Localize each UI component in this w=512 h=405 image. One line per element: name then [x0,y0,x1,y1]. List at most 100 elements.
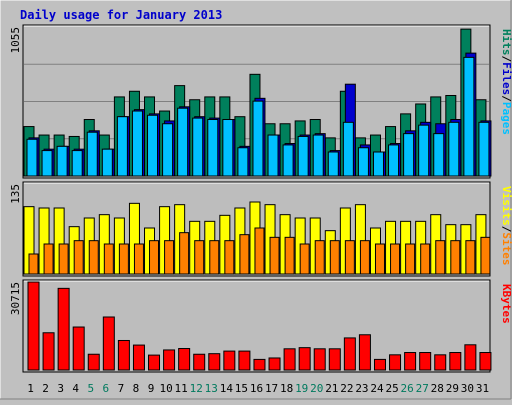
legend-separator: / [500,95,512,102]
day-label-15: 15 [235,382,248,395]
legend-files: Files [500,62,512,95]
bar-kbytes-day-26 [404,352,417,371]
series-pages [26,56,490,177]
bar-sites-day-10 [164,240,175,275]
bar-pages-day-27 [418,124,430,177]
bar-sites-day-13 [209,240,220,275]
bar-sites-day-19 [299,243,310,275]
bar-pages-day-29 [448,121,460,177]
panel-visits-sites: 135 Visits/Sites [9,181,512,277]
day-label-12: 12 [190,382,203,395]
bar-kbytes-day-11 [178,348,191,371]
day-labels: 1 2 3 4 5 6 7 8 9 10 11 12 13 14 15 16 17 18 19 20 21 22 23 24 2… [27,382,489,395]
bar-pages-day-25 [388,144,400,177]
bar-kbytes-day-23 [358,334,371,371]
bar-pages-day-20 [312,134,324,177]
y-max-label: 30715 [9,282,22,315]
y-max-label: 1055 [9,27,22,54]
bar-sites-day-25 [390,243,401,275]
bar-pages-day-7 [116,116,128,177]
bar-pages-day-9 [147,114,159,177]
bar-kbytes-day-3 [57,287,70,371]
day-label-22: 22 [340,382,353,395]
day-label-13: 13 [205,382,218,395]
bar-sites-day-20 [314,240,325,275]
bar-pages-day-24 [372,151,384,177]
day-label-5: 5 [87,382,94,395]
series-kbytes [27,281,492,371]
day-label-23: 23 [355,382,368,395]
bar-sites-day-31 [480,236,491,275]
bar-sites-day-23 [359,240,370,275]
bar-sites-day-14 [224,240,235,275]
bar-pages-day-22 [342,121,354,177]
series-legend: Visits/Sites [500,186,512,266]
day-label-3: 3 [57,382,64,395]
day-label-20: 20 [310,382,323,395]
bar-pages-day-8 [131,110,143,177]
bar-kbytes-day-6 [102,316,115,371]
bar-kbytes-day-8 [132,344,145,371]
bar-sites-day-5 [88,240,99,275]
bar-pages-day-12 [192,117,204,177]
bar-pages-day-14 [222,119,234,177]
legend-separator: / [500,226,512,233]
bar-kbytes-day-17 [268,357,281,371]
bar-pages-day-10 [162,123,174,177]
day-label-11: 11 [175,382,188,395]
bar-sites-day-28 [435,240,446,275]
day-label-14: 14 [220,382,234,395]
day-label-26: 26 [401,382,414,395]
day-label-31: 31 [476,382,489,395]
bar-sites-day-17 [269,236,280,275]
bar-kbytes-day-30 [464,344,477,371]
bar-kbytes-day-24 [373,358,386,371]
bar-pages-day-4 [71,150,83,177]
day-label-24: 24 [370,382,384,395]
bar-sites-day-4 [73,240,84,275]
panel-kbytes: 30715 KBytes [9,279,512,373]
bar-pages-day-11 [177,107,189,177]
bar-kbytes-day-9 [148,354,161,371]
bar-pages-day-16 [252,100,264,177]
bar-pages-day-26 [403,133,415,177]
chart-title: Daily usage for January 2013 [20,8,222,22]
bar-kbytes-day-2 [42,332,55,371]
day-label-8: 8 [133,382,140,395]
bar-kbytes-day-10 [163,349,176,371]
bar-sites-day-2 [43,243,54,275]
day-label-27: 27 [416,382,429,395]
bar-sites-day-24 [374,243,385,275]
day-label-7: 7 [118,382,125,395]
bar-sites-day-7 [118,243,129,275]
bar-kbytes-day-4 [72,326,85,371]
bar-kbytes-day-20 [313,348,326,371]
series-sites [28,227,491,275]
series-legend: Hits/Files/Pages [500,29,512,135]
legend-visits: Visits [500,186,512,226]
bar-kbytes-day-1 [27,281,40,371]
day-label-17: 17 [265,382,278,395]
bar-kbytes-day-14 [223,350,236,371]
bar-kbytes-day-12 [193,353,206,371]
bar-sites-day-30 [465,240,476,275]
bar-sites-day-1 [28,253,39,275]
legend-separator: / [500,56,512,63]
bar-sites-day-12 [194,240,205,275]
bar-pages-day-1 [26,138,38,177]
day-label-18: 18 [280,382,293,395]
bar-kbytes-day-31 [479,352,492,371]
bar-kbytes-day-28 [434,354,447,371]
day-label-30: 30 [461,382,474,395]
bar-sites-day-9 [149,240,160,275]
day-label-29: 29 [446,382,459,395]
day-label-1: 1 [27,382,34,395]
day-label-4: 4 [72,382,79,395]
bar-sites-day-27 [420,243,431,275]
bar-pages-day-23 [357,147,369,177]
bar-sites-day-16 [254,227,265,275]
legend-pages: Pages [500,102,512,135]
